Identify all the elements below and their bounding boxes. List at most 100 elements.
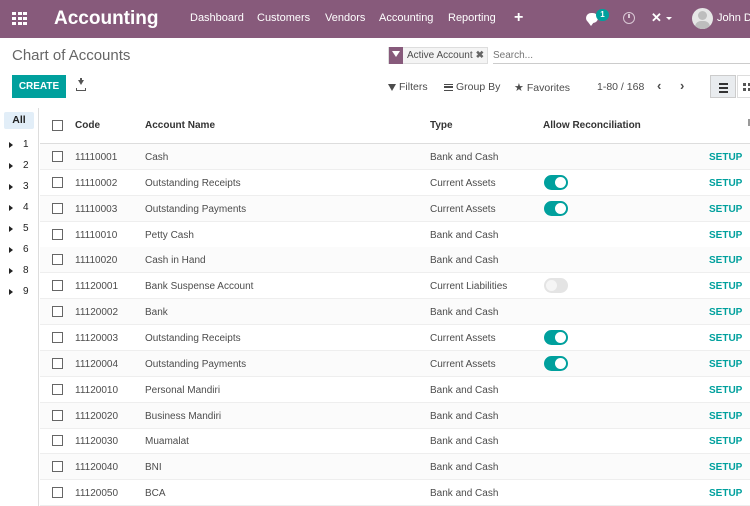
row-checkbox[interactable]: [52, 306, 63, 318]
setup-button[interactable]: SETUP: [709, 410, 743, 422]
search-panel-group[interactable]: 5: [9, 223, 29, 234]
table-row[interactable]: 11110020 Cash in Hand Bank and Cash SETUP: [40, 247, 750, 274]
setup-button[interactable]: SETUP: [709, 384, 743, 396]
account-name: Petty Cash: [145, 229, 194, 241]
table-row[interactable]: 11110003 Outstanding Payments Current Asse…: [40, 195, 750, 222]
setup-button[interactable]: SETUP: [709, 307, 743, 319]
table-row[interactable]: 11120001 Bank Suspense Account Current Lia…: [40, 273, 750, 300]
pager-value[interactable]: 1-80 / 168: [597, 81, 645, 93]
kanban-view-button[interactable]: [737, 75, 750, 98]
account-code: 11110010: [75, 229, 118, 241]
table-row[interactable]: 11120010 Personal Mandiri Bank and Cash SET…: [40, 377, 750, 403]
menu-dashboard[interactable]: Dashboard: [190, 12, 244, 24]
search-panel-all[interactable]: All: [4, 112, 34, 129]
row-checkbox[interactable]: [52, 228, 63, 240]
table-row[interactable]: 11120002 Bank Bank and Cash SETUP: [40, 299, 750, 326]
search-panel-group[interactable]: 8: [9, 265, 29, 276]
search-panel-group[interactable]: 6: [9, 244, 29, 255]
favorites-dropdown[interactable]: ★ Favorites: [514, 81, 570, 95]
setup-button[interactable]: SETUP: [709, 358, 743, 370]
download-icon[interactable]: [76, 78, 86, 91]
table-row[interactable]: 11120003 Outstanding Receipts Current Asse…: [40, 325, 750, 351]
column-account-name[interactable]: Account Name: [145, 120, 216, 131]
setup-button[interactable]: SETUP: [709, 462, 743, 474]
chevron-left-icon[interactable]: ‹: [657, 78, 662, 93]
apps-menu-icon[interactable]: [12, 12, 27, 25]
debug-tools-icon[interactable]: ✕: [651, 10, 662, 25]
caret-right-icon: [9, 183, 13, 190]
setup-button[interactable]: SETUP: [709, 332, 743, 344]
row-checkbox[interactable]: [52, 487, 63, 499]
row-checkbox[interactable]: [52, 461, 63, 473]
app-title[interactable]: Accounting: [54, 8, 159, 29]
row-checkbox[interactable]: [52, 331, 63, 343]
setup-button[interactable]: SETUP: [709, 152, 743, 163]
setup-button[interactable]: SETUP: [709, 177, 743, 189]
account-code: 11120004: [75, 358, 119, 370]
search-panel-group[interactable]: 4: [9, 202, 29, 213]
menu-customers[interactable]: Customers: [257, 12, 311, 24]
table-row[interactable]: 11120020 Business Mandiri Bank and Cash SET…: [40, 402, 750, 429]
reconcile-toggle[interactable]: [544, 329, 568, 345]
reconcile-toggle[interactable]: [544, 174, 568, 190]
row-checkbox[interactable]: [52, 254, 63, 266]
setup-button[interactable]: SETUP: [709, 281, 743, 293]
column-code[interactable]: Code: [75, 120, 100, 131]
reconcile-toggle[interactable]: [544, 200, 568, 216]
chevron-right-icon[interactable]: ›: [680, 78, 685, 93]
column-settings-icon[interactable]: [748, 119, 750, 126]
table-row[interactable]: 11110001 Cash Bank and Cash SETUP: [40, 144, 750, 170]
row-checkbox[interactable]: [52, 176, 63, 188]
account-code: 11120003: [75, 332, 119, 344]
menu-reporting[interactable]: Reporting: [448, 12, 496, 24]
setup-button[interactable]: SETUP: [709, 436, 743, 448]
setup-button[interactable]: SETUP: [709, 203, 743, 215]
column-type[interactable]: Type: [430, 120, 453, 131]
close-icon[interactable]: ✖: [475, 50, 484, 61]
row-checkbox[interactable]: [52, 357, 63, 369]
search-panel-group[interactable]: 2: [9, 160, 29, 171]
setup-button[interactable]: SETUP: [709, 229, 743, 241]
setup-button[interactable]: SETUP: [709, 255, 743, 267]
row-checkbox[interactable]: [52, 435, 63, 447]
account-code: 11110003: [75, 203, 118, 215]
row-checkbox[interactable]: [52, 383, 63, 395]
reconcile-toggle[interactable]: [544, 278, 568, 294]
create-button[interactable]: CREATE: [12, 75, 66, 98]
menu-accounting[interactable]: Accounting: [379, 12, 434, 24]
menu-vendors[interactable]: Vendors: [325, 12, 366, 24]
setup-button[interactable]: SETUP: [709, 488, 743, 500]
list-view-button[interactable]: [710, 75, 736, 98]
chat-icon[interactable]: [586, 13, 598, 26]
reconcile-toggle[interactable]: [544, 355, 568, 371]
quick-create-plus-icon[interactable]: +: [514, 9, 524, 26]
table-row[interactable]: 11120030 Muamalat Bank and Cash SETUP: [40, 428, 750, 455]
select-all-checkbox[interactable]: [52, 120, 63, 131]
search-facet[interactable]: Active Account ✖: [388, 47, 488, 64]
user-name[interactable]: John Doe: [717, 12, 750, 24]
row-checkbox[interactable]: [52, 202, 63, 214]
avatar[interactable]: [692, 8, 713, 29]
column-allow-reconciliation[interactable]: Allow Reconciliation: [543, 120, 641, 131]
table-row[interactable]: 11120050 BCA Bank and Cash SETUP: [40, 480, 750, 506]
row-checkbox[interactable]: [52, 280, 63, 292]
activity-clock-icon[interactable]: [623, 12, 635, 24]
account-type: Bank and Cash: [430, 229, 499, 241]
group-by-dropdown[interactable]: Group By: [444, 81, 500, 93]
caret-right-icon: [9, 267, 13, 274]
filters-dropdown[interactable]: Filters: [388, 81, 428, 93]
table-row[interactable]: 11110002 Outstanding Receipts Current Asse…: [40, 170, 750, 196]
account-name: Outstanding Payments: [145, 358, 247, 370]
search-panel-group[interactable]: 3: [9, 181, 29, 192]
account-code: 11110020: [75, 255, 118, 267]
table-row[interactable]: 11120040 BNI Bank and Cash SETUP: [40, 454, 750, 481]
chevron-down-icon[interactable]: [666, 17, 672, 20]
search-panel-group[interactable]: 1: [9, 139, 29, 150]
row-checkbox[interactable]: [52, 151, 63, 162]
row-checkbox[interactable]: [52, 409, 63, 421]
table-row[interactable]: 11110010 Petty Cash Bank and Cash SETUP: [40, 222, 750, 248]
search-input[interactable]: [493, 47, 750, 64]
list-icon: [444, 83, 453, 91]
table-row[interactable]: 11120004 Outstanding Payments Current Asse…: [40, 350, 750, 377]
search-panel-group[interactable]: 9: [9, 286, 29, 297]
